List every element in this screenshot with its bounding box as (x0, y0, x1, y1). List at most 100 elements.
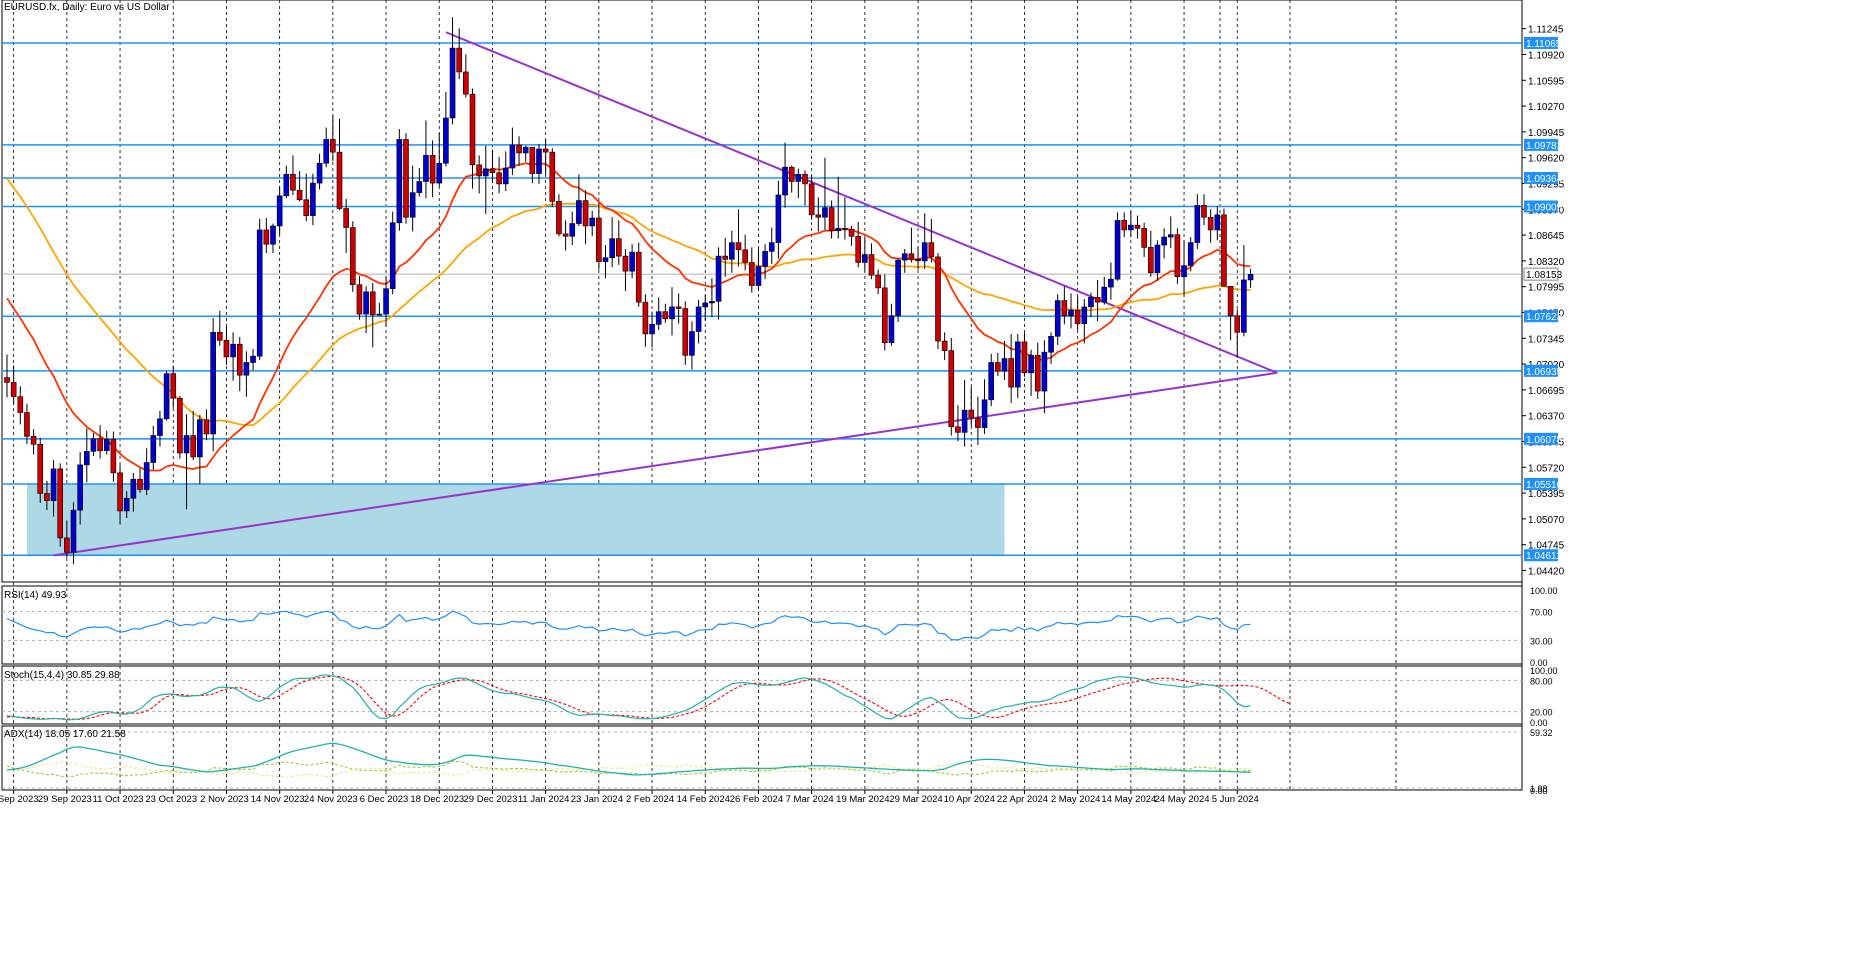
candle-body (961, 409, 968, 433)
level-tag-label: 1.06935 (1526, 367, 1563, 378)
date-label: 11 Jan 2024 (518, 794, 570, 805)
candle-body (842, 228, 848, 230)
candle-body (409, 192, 416, 218)
candle-body (921, 242, 928, 262)
candle-body (695, 306, 702, 332)
candle-body (383, 288, 389, 315)
candle (556, 194, 562, 237)
panel-frame (1, 725, 1523, 791)
candle-body (1054, 300, 1061, 337)
candle-body (1121, 220, 1127, 231)
candle-body (423, 155, 429, 182)
candle (562, 220, 569, 251)
candle (330, 115, 336, 161)
candle-body (4, 377, 10, 383)
candle-body (748, 262, 755, 286)
candle (50, 460, 57, 517)
candle (895, 258, 901, 323)
candle (848, 225, 855, 246)
candle (37, 437, 44, 503)
panel-frame (1, 665, 1523, 725)
rsi-tick-label: 100.00 (1530, 586, 1558, 596)
candle (788, 165, 795, 193)
candle (536, 144, 542, 184)
adx-tick-label: 1.98 (1530, 784, 1548, 794)
candle (862, 237, 868, 272)
candle-body (456, 47, 463, 73)
candle-body (363, 291, 369, 315)
candle-body (582, 200, 589, 227)
candle (1167, 216, 1174, 249)
level-tag (1524, 477, 1558, 490)
level-tag (1524, 172, 1558, 185)
candle (815, 197, 822, 232)
candle-body (343, 208, 349, 228)
level-tag-label: 1.09781 (1526, 141, 1563, 152)
stoch-label: Stoch(15,4,4) 30.85 29.88 (4, 670, 120, 681)
candle-body (649, 324, 655, 335)
candle (1014, 333, 1021, 399)
candle (888, 303, 895, 346)
candle-body (1167, 234, 1174, 238)
candle (675, 293, 682, 324)
price-tick-label: 1.04420 (1528, 566, 1565, 577)
candle-body (1008, 358, 1014, 388)
candle-body (622, 255, 629, 272)
price-tick-label: 1.10595 (1528, 76, 1565, 87)
candle (948, 337, 955, 436)
candle (1108, 262, 1114, 300)
candle (389, 211, 396, 295)
candle-body (815, 214, 822, 218)
candle-body (536, 148, 542, 174)
candle-body (270, 225, 276, 245)
date-label: 14 Feb 2024 (677, 794, 730, 805)
date-label: 2 Nov 2023 (200, 794, 249, 805)
current-price-label: 1.08153 (1526, 270, 1563, 281)
candle-body (1187, 242, 1194, 266)
candle-body (948, 350, 955, 428)
candle (1048, 332, 1054, 365)
candle (183, 414, 190, 510)
candle-body (881, 287, 888, 343)
candle (343, 198, 349, 253)
candle (456, 28, 463, 80)
support-zone (26, 483, 1005, 556)
candle (1201, 194, 1207, 226)
price-tick-label: 1.07995 (1528, 283, 1565, 294)
candle-body (223, 339, 230, 358)
candle-body (669, 306, 675, 320)
candle-body (556, 201, 562, 235)
candle-body (855, 235, 862, 263)
candle-body (30, 436, 37, 445)
candle-body (755, 266, 762, 286)
current-price-tag (1523, 267, 1559, 281)
candle-body (1221, 214, 1227, 287)
candle-body (702, 302, 709, 308)
candle-body (788, 166, 795, 182)
candle (403, 133, 409, 224)
adx-minus-line (6, 760, 1251, 778)
candle (489, 149, 496, 184)
candle-body (1234, 315, 1241, 333)
candle (642, 294, 649, 347)
candle-body (117, 472, 123, 512)
candle (981, 379, 988, 434)
candle (822, 157, 828, 230)
price-tick-label: 1.09945 (1528, 128, 1565, 139)
date-label: 11 Oct 2023 (93, 794, 144, 805)
candle (961, 379, 968, 447)
candle-body (210, 332, 216, 435)
candle-body (988, 362, 995, 401)
candle-body (868, 254, 875, 276)
candle (715, 247, 722, 320)
candle (742, 234, 748, 271)
candle (855, 221, 862, 268)
candle (449, 17, 456, 125)
level-tag-label: 1.07623 (1526, 312, 1563, 323)
candle-body (1214, 214, 1221, 231)
candle (250, 348, 256, 371)
candle (662, 303, 669, 323)
candle-body (862, 254, 868, 263)
